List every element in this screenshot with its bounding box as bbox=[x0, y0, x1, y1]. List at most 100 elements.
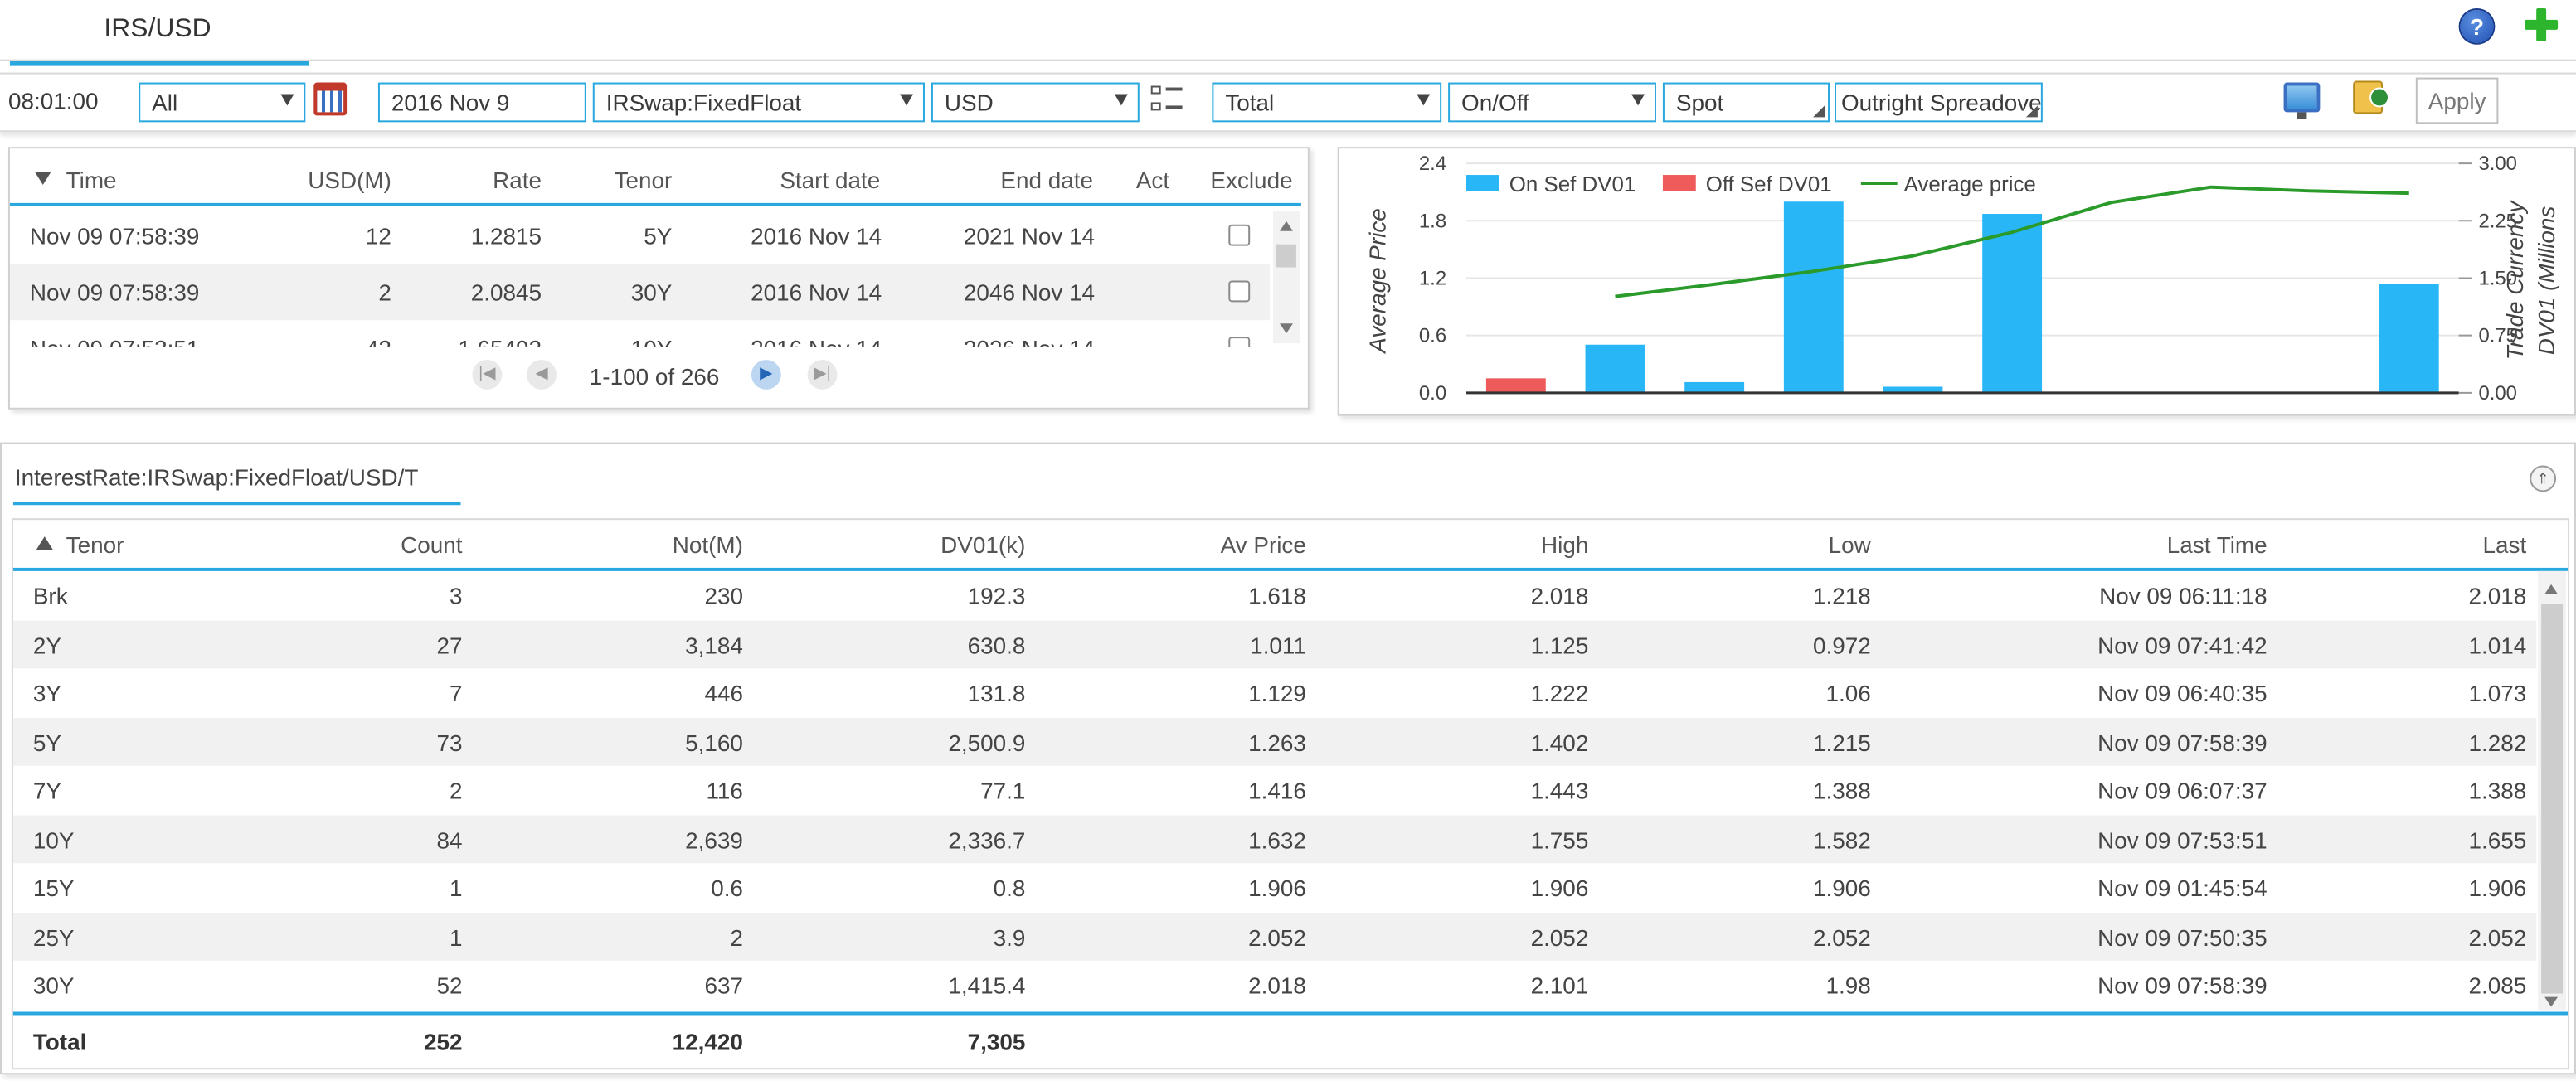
table-row[interactable]: 3Y 7 446 131.8 1.129 1.222 1.06 Nov 09 06:40:35… bbox=[13, 668, 2536, 717]
col-usd[interactable]: USD(M) bbox=[308, 167, 391, 193]
table-row[interactable]: 10Y 84 2,639 2,336.7 1.632 1.755 1.582 Nov 09 0… bbox=[12, 814, 2537, 864]
filter-select[interactable]: All bbox=[139, 82, 306, 123]
row-stripe bbox=[9, 264, 1271, 321]
table-row[interactable]: Nov 09 07:58:39 12 1.2815 5Y 2016 Nov 14… bbox=[10, 208, 1270, 264]
on-sef-bar[interactable] bbox=[2379, 284, 2439, 393]
col-start-date[interactable]: Start date bbox=[780, 167, 881, 193]
cell-lasttime: Nov 09 06:11:18 bbox=[2099, 582, 2267, 609]
start-type-select[interactable]: Spot bbox=[1662, 82, 1830, 123]
sort-desc-icon[interactable] bbox=[34, 172, 51, 185]
first-page-icon[interactable]: |◀ bbox=[472, 360, 503, 390]
cell-start-date: 2016 Nov 14 bbox=[751, 279, 882, 306]
legend-off-sef[interactable]: Off Sef DV01 bbox=[1706, 173, 1832, 196]
cell-tenor: 10Y bbox=[32, 826, 75, 853]
cell-dv01: 2,500.9 bbox=[948, 729, 1026, 755]
cell-end-date: 2021 Nov 14 bbox=[963, 222, 1096, 250]
legend-average-price[interactable]: Average price bbox=[1904, 173, 2036, 196]
tab-irs-usd[interactable]: IRS/USD bbox=[9, 0, 309, 66]
scroll-thumb[interactable] bbox=[1276, 244, 1296, 268]
trade-type-select[interactable]: Outright Spreadover bbox=[1835, 82, 2043, 123]
col-av-price[interactable]: Av Price bbox=[1220, 531, 1306, 558]
col-act[interactable]: Act bbox=[1135, 167, 1170, 193]
cell-avprice: 1.011 bbox=[1250, 631, 1306, 658]
cell-high: 1.402 bbox=[1530, 729, 1589, 755]
scroll-thumb[interactable] bbox=[2541, 604, 2564, 994]
table-row[interactable]: 7Y 2 116 77.1 1.416 1.443 1.388 Nov 09 06:07:37… bbox=[13, 766, 2536, 815]
table-row[interactable]: 25Y 1 2 3.9 2.052 2.052 2.052 Nov 09 07:50:35 2.… bbox=[12, 912, 2537, 961]
scroll-up-icon[interactable] bbox=[1280, 221, 1293, 231]
calendar-icon[interactable] bbox=[313, 82, 348, 116]
col-low[interactable]: Low bbox=[1828, 531, 1871, 558]
apply-button[interactable]: Apply bbox=[2415, 77, 2499, 124]
summary-panel: InterestRate:IRSwap:FixedFloat/USD/T ⇑ T… bbox=[0, 442, 2576, 1075]
cell-avprice: 2.018 bbox=[1248, 972, 1306, 999]
scroll-up-icon[interactable] bbox=[2544, 584, 2559, 594]
on-sef-bar[interactable] bbox=[1982, 213, 2043, 393]
exclude-checkbox[interactable] bbox=[1228, 280, 1251, 303]
help-icon[interactable]: ? bbox=[2460, 9, 2494, 43]
trades-scrollbar[interactable] bbox=[1273, 211, 1300, 344]
venue-value: On/Off bbox=[1461, 89, 1529, 116]
cell-tenor: 15Y bbox=[32, 875, 75, 902]
total-separator bbox=[12, 1011, 2569, 1016]
cell-tenor: 25Y bbox=[32, 923, 75, 950]
cell-tenor: 5Y bbox=[32, 729, 61, 755]
cell-last: 1.388 bbox=[2468, 777, 2527, 804]
on-sef-bar[interactable] bbox=[1684, 381, 1745, 392]
on-sef-bar[interactable] bbox=[1585, 344, 1645, 393]
table-row[interactable]: Nov 09 07:53:51 42 1.65492 10Y 2016 Nov … bbox=[10, 320, 1270, 347]
monitor-icon[interactable] bbox=[2283, 82, 2321, 119]
last-page-icon[interactable]: ▶| bbox=[807, 360, 838, 390]
measure-select[interactable]: Total bbox=[1212, 82, 1442, 123]
cell-last: 1.655 bbox=[2468, 826, 2527, 853]
list-icon[interactable] bbox=[1150, 85, 1184, 118]
collapse-icon[interactable]: ⇑ bbox=[2530, 465, 2557, 492]
table-row[interactable]: Nov 09 07:58:39 2 2.0845 30Y 2016 Nov 14… bbox=[10, 264, 1270, 321]
cell-high: 1.755 bbox=[1530, 826, 1589, 853]
left-tick-label: 0.6 bbox=[1419, 325, 1446, 347]
exclude-checkbox[interactable] bbox=[1228, 224, 1251, 246]
cell-high: 1.222 bbox=[1530, 680, 1589, 707]
cell-not: 637 bbox=[704, 972, 743, 999]
legend-on-sef[interactable]: On Sef DV01 bbox=[1509, 173, 1636, 196]
instrument-select[interactable]: IRSwap:FixedFloat bbox=[592, 82, 925, 123]
col-not[interactable]: Not(M) bbox=[672, 531, 743, 558]
scroll-down-icon[interactable] bbox=[1280, 323, 1293, 334]
prev-page-icon[interactable]: ◀ bbox=[527, 360, 557, 390]
cell-not: 446 bbox=[704, 680, 743, 707]
table-row[interactable]: 30Y 52 637 1,415.4 2.018 2.101 1.98 Nov 09 07:5… bbox=[13, 961, 2536, 1010]
col-last-time[interactable]: Last Time bbox=[2166, 531, 2267, 558]
col-count[interactable]: Count bbox=[401, 531, 463, 558]
table-row[interactable]: 15Y 1 0.6 0.8 1.906 1.906 1.906 Nov 09 01:45:54… bbox=[13, 863, 2536, 912]
col-tenor[interactable]: Tenor bbox=[614, 167, 673, 193]
on-sef-bar[interactable] bbox=[1783, 201, 1844, 393]
note-icon[interactable] bbox=[2353, 80, 2389, 114]
resize-corner-icon bbox=[2025, 105, 2038, 118]
table-row[interactable]: Brk 3 230 192.3 1.618 2.018 1.218 Nov 09 06:11:… bbox=[13, 571, 2536, 620]
table-row[interactable]: 5Y 73 5,160 2,500.9 1.263 1.402 1.215 Nov 09 07… bbox=[12, 717, 2537, 766]
trade-type-value: Outright Spreadover bbox=[1840, 89, 2043, 116]
on-sef-bar[interactable] bbox=[1883, 386, 1943, 393]
sort-asc-icon[interactable] bbox=[36, 536, 53, 550]
summary-scrollbar[interactable] bbox=[2538, 570, 2567, 1011]
exclude-checkbox[interactable] bbox=[1228, 337, 1251, 347]
table-row[interactable]: 2Y 27 3,184 630.8 1.011 1.125 0.972 Nov 09 07:4… bbox=[12, 619, 2537, 669]
col-tenor[interactable]: Tenor bbox=[66, 531, 124, 558]
col-time[interactable]: Time bbox=[66, 167, 117, 193]
off-sef-bar[interactable] bbox=[1485, 378, 1546, 393]
currency-select[interactable]: USD bbox=[931, 82, 1140, 123]
next-page-icon[interactable]: ▶ bbox=[751, 360, 781, 390]
trades-panel: Time USD(M) Rate Tenor Start date End da… bbox=[7, 147, 1310, 410]
plus-icon[interactable] bbox=[2523, 7, 2559, 43]
col-rate[interactable]: Rate bbox=[493, 167, 542, 193]
scroll-down-icon[interactable] bbox=[2544, 996, 2559, 1007]
col-dv01[interactable]: DV01(k) bbox=[940, 531, 1026, 558]
col-high[interactable]: High bbox=[1541, 531, 1589, 558]
col-end-date[interactable]: End date bbox=[1000, 167, 1094, 193]
venue-select[interactable]: On/Off bbox=[1448, 82, 1656, 123]
col-last[interactable]: Last bbox=[2482, 531, 2527, 558]
cell-high: 2.101 bbox=[1530, 972, 1589, 999]
average-price-line bbox=[1615, 185, 2409, 298]
col-exclude[interactable]: Exclude bbox=[1210, 167, 1293, 193]
date-field[interactable]: 2016 Nov 9 bbox=[377, 82, 586, 123]
